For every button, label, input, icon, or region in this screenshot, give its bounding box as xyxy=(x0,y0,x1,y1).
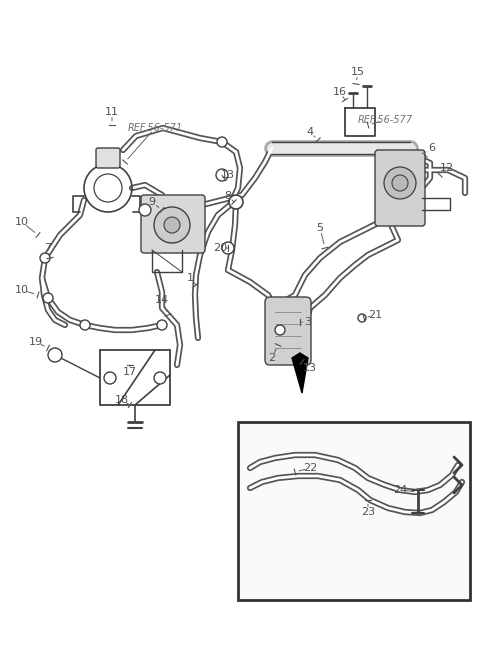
Text: 14: 14 xyxy=(155,295,169,305)
Text: 5: 5 xyxy=(316,223,324,233)
FancyBboxPatch shape xyxy=(265,297,311,365)
Text: 3: 3 xyxy=(304,317,312,327)
Text: 7: 7 xyxy=(45,243,51,253)
FancyBboxPatch shape xyxy=(141,195,205,253)
Bar xyxy=(238,422,470,600)
Text: REF.56-577: REF.56-577 xyxy=(358,115,413,125)
Circle shape xyxy=(80,320,90,330)
Circle shape xyxy=(164,217,180,233)
FancyBboxPatch shape xyxy=(96,148,120,168)
Text: 11: 11 xyxy=(105,107,119,117)
Text: 19: 19 xyxy=(29,337,43,347)
Circle shape xyxy=(231,197,241,207)
Circle shape xyxy=(217,137,227,147)
Text: 15: 15 xyxy=(351,67,365,77)
Circle shape xyxy=(48,348,62,362)
Circle shape xyxy=(358,314,366,322)
Circle shape xyxy=(392,175,408,191)
Text: 22: 22 xyxy=(303,463,317,473)
Circle shape xyxy=(216,169,228,181)
FancyBboxPatch shape xyxy=(375,150,425,226)
Text: 1: 1 xyxy=(187,273,193,283)
Circle shape xyxy=(384,167,416,199)
Text: 17: 17 xyxy=(123,367,137,377)
Circle shape xyxy=(229,195,243,209)
Text: 16: 16 xyxy=(333,87,347,97)
Circle shape xyxy=(154,372,166,384)
Circle shape xyxy=(40,253,50,263)
Circle shape xyxy=(139,204,151,216)
Polygon shape xyxy=(292,353,308,393)
Text: REF.56-571: REF.56-571 xyxy=(127,123,182,133)
Text: 20: 20 xyxy=(213,243,227,253)
Circle shape xyxy=(43,293,53,303)
Text: 12: 12 xyxy=(440,163,454,173)
Text: 6: 6 xyxy=(429,143,435,153)
Text: 21: 21 xyxy=(368,310,382,320)
Text: 13: 13 xyxy=(221,170,235,180)
Text: 23: 23 xyxy=(361,507,375,517)
Text: 10: 10 xyxy=(15,285,29,295)
Text: 18: 18 xyxy=(115,395,129,405)
Text: 8: 8 xyxy=(225,191,231,201)
Text: 24: 24 xyxy=(393,485,407,495)
Circle shape xyxy=(154,207,190,243)
Text: 4: 4 xyxy=(306,127,313,137)
Circle shape xyxy=(275,325,285,335)
Circle shape xyxy=(222,242,234,254)
Circle shape xyxy=(104,372,116,384)
Text: 2: 2 xyxy=(268,353,276,363)
Text: 10: 10 xyxy=(15,217,29,227)
Text: 13: 13 xyxy=(303,363,317,373)
Text: 9: 9 xyxy=(148,197,156,207)
Circle shape xyxy=(157,320,167,330)
Circle shape xyxy=(246,471,260,485)
